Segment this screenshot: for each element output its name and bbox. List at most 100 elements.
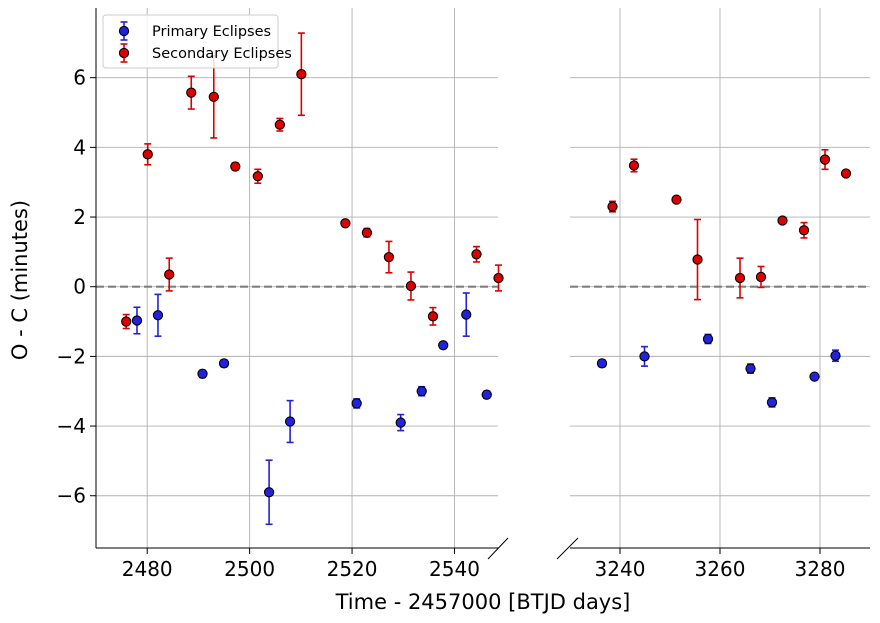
primary-eclipse-marker	[809, 371, 820, 382]
secondary-eclipse-marker	[296, 69, 307, 80]
primary-eclipse-point	[351, 398, 362, 409]
y-tick-label: −6	[57, 484, 86, 508]
legend: Primary Eclipses Secondary Eclipses	[102, 14, 292, 69]
legend-box	[102, 14, 279, 69]
secondary-eclipse-point	[493, 264, 504, 292]
y-tick-label: 0	[73, 275, 86, 299]
secondary-eclipse-marker	[121, 316, 132, 327]
secondary-eclipse-point	[252, 168, 263, 185]
secondary-eclipse-point	[427, 306, 439, 326]
primary-eclipse-point	[702, 333, 714, 345]
primary-eclipse-point	[639, 345, 650, 367]
primary-eclipse-marker	[197, 368, 208, 379]
secondary-eclipse-point	[692, 218, 703, 301]
secondary-eclipse-marker	[340, 218, 351, 229]
secondary-eclipse-point	[361, 227, 373, 238]
data-layer	[121, 32, 852, 526]
primary-eclipse-marker	[263, 487, 275, 498]
primary-eclipse-point	[218, 358, 230, 369]
x-tick-label: 2500	[224, 557, 275, 581]
secondary-eclipse-point	[840, 168, 852, 179]
primary-eclipse-marker	[218, 358, 230, 369]
primary-eclipse-marker	[284, 416, 296, 427]
primary-eclipse-marker	[702, 333, 714, 345]
secondary-eclipse-marker	[819, 154, 831, 165]
secondary-eclipse-point	[471, 245, 482, 263]
primary-eclipse-point	[263, 459, 275, 526]
secondary-eclipse-marker	[840, 168, 852, 179]
grid-layer	[96, 8, 870, 548]
legend-marker-secondary	[118, 43, 130, 63]
secondary-eclipse-marker	[734, 272, 746, 284]
x-tick-label: 2540	[429, 557, 480, 581]
legend-marker-dot	[118, 25, 130, 37]
primary-eclipse-marker	[395, 417, 406, 428]
primary-eclipse-marker	[830, 350, 841, 361]
primary-eclipse-point	[481, 389, 492, 400]
primary-eclipse-marker	[766, 397, 778, 408]
secondary-eclipse-point	[383, 240, 395, 274]
x-tick-label: 3260	[695, 557, 746, 581]
secondary-eclipse-marker	[798, 225, 810, 236]
secondary-eclipse-marker	[230, 161, 241, 172]
legend-marker-primary	[118, 21, 130, 41]
primary-eclipse-point	[745, 363, 756, 374]
primary-eclipse-marker	[745, 363, 756, 374]
x-tick-label: 3240	[595, 557, 646, 581]
primary-eclipse-point	[395, 413, 406, 432]
secondary-eclipse-point	[121, 313, 132, 330]
primary-eclipse-marker	[351, 398, 362, 409]
primary-eclipse-point	[416, 385, 427, 397]
x-tick-label: 3280	[795, 557, 846, 581]
secondary-eclipse-point	[274, 117, 285, 132]
secondary-eclipse-point	[230, 161, 241, 172]
secondary-eclipse-point	[755, 265, 767, 289]
secondary-eclipse-point	[628, 158, 640, 173]
axis-break-mark-right	[556, 537, 579, 560]
primary-eclipse-marker	[481, 389, 492, 400]
secondary-eclipse-point	[798, 221, 810, 239]
y-tick-label: −2	[57, 344, 86, 368]
primary-eclipse-point	[284, 399, 296, 444]
secondary-eclipse-point	[734, 257, 746, 299]
primary-eclipse-marker	[438, 340, 449, 351]
secondary-eclipse-point	[340, 218, 351, 229]
primary-eclipse-marker	[131, 315, 143, 326]
primary-eclipse-point	[438, 340, 449, 351]
x-tick-label: 2520	[327, 557, 378, 581]
secondary-eclipse-marker	[692, 254, 703, 265]
x-tick-label: 2480	[122, 557, 173, 581]
primary-eclipse-marker	[639, 351, 650, 362]
secondary-eclipse-point	[208, 54, 219, 139]
primary-eclipse-point	[766, 397, 778, 408]
primary-eclipse-marker	[152, 310, 164, 321]
secondary-eclipse-marker	[252, 171, 263, 182]
secondary-eclipse-point	[142, 143, 153, 166]
primary-eclipse-marker	[416, 386, 427, 397]
primary-eclipse-point	[197, 368, 208, 379]
secondary-eclipse-marker	[361, 227, 373, 238]
primary-eclipse-point	[152, 293, 164, 337]
x-axis-title: Time - 2457000 [BTJD days]	[335, 590, 631, 614]
primary-eclipse-marker	[461, 309, 472, 320]
primary-eclipse-point	[830, 349, 841, 363]
y-axis-title: O - C (minutes)	[8, 200, 32, 360]
y-tick-label: 4	[73, 135, 86, 159]
legend-label-primary: Primary Eclipses	[152, 24, 271, 40]
y-tick-label: 6	[73, 66, 86, 90]
secondary-eclipse-marker	[493, 272, 504, 284]
primary-eclipse-point	[809, 371, 820, 382]
y-tick-label: 2	[73, 205, 86, 229]
secondary-eclipse-marker	[607, 201, 618, 212]
secondary-eclipse-point	[296, 32, 307, 117]
axis-break-mark-left	[487, 537, 509, 560]
legend-label-secondary: Secondary Eclipses	[152, 46, 292, 62]
legend-marker-dot	[118, 47, 130, 59]
primary-eclipse-point	[461, 292, 472, 337]
secondary-eclipse-marker	[208, 91, 219, 102]
secondary-eclipse-marker	[186, 87, 197, 98]
secondary-eclipse-point	[819, 148, 831, 171]
secondary-eclipse-marker	[628, 160, 640, 171]
secondary-eclipse-marker	[142, 149, 153, 160]
secondary-eclipse-marker	[164, 269, 175, 280]
